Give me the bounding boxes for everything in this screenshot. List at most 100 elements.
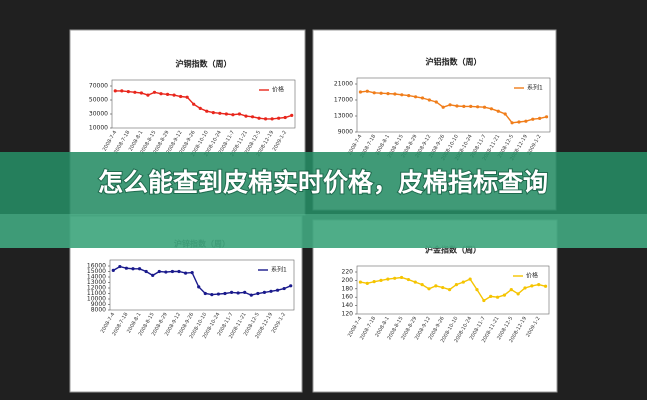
data-point	[399, 275, 404, 280]
data-point	[400, 93, 404, 97]
data-point	[372, 280, 376, 284]
y-tick-label: 16000	[87, 263, 106, 270]
data-point	[165, 92, 170, 96]
series-line	[360, 276, 546, 302]
y-tick-label: 180	[342, 285, 354, 292]
series-line	[112, 265, 291, 296]
data-point	[420, 96, 425, 100]
data-point	[406, 277, 411, 282]
y-tick-label: 13000	[334, 113, 353, 120]
data-point	[124, 266, 129, 270]
data-point	[269, 289, 273, 293]
data-point	[537, 283, 541, 287]
data-point	[179, 94, 183, 99]
data-point	[543, 284, 548, 288]
y-tick-label: 30000	[89, 111, 108, 118]
data-point	[502, 293, 507, 297]
data-point	[192, 102, 196, 106]
data-point	[289, 284, 293, 288]
data-point	[496, 109, 500, 113]
data-point	[413, 95, 418, 99]
data-point	[131, 267, 135, 271]
data-point	[476, 105, 480, 109]
data-point	[157, 269, 161, 274]
data-point	[185, 95, 189, 99]
plot-frame	[111, 79, 296, 129]
data-point	[257, 116, 261, 120]
data-point	[379, 278, 383, 282]
data-point	[172, 93, 176, 97]
data-point	[461, 280, 465, 284]
data-point	[530, 284, 534, 288]
data-point	[524, 119, 528, 123]
data-point	[151, 273, 155, 277]
panel	[312, 219, 558, 393]
legend-label: 价格	[272, 86, 284, 94]
y-tick-label: 9000	[338, 129, 353, 136]
data-point	[237, 112, 242, 116]
data-point	[372, 91, 376, 95]
data-point	[475, 288, 479, 292]
data-point	[133, 90, 137, 94]
data-point	[177, 269, 181, 274]
data-point	[365, 281, 369, 285]
y-tick-label: 21000	[334, 81, 353, 88]
y-tick-label: 14000	[87, 274, 106, 281]
data-point	[441, 285, 445, 290]
data-point	[263, 117, 268, 121]
data-point	[509, 288, 513, 292]
y-tick-label: 17000	[334, 97, 353, 104]
chart-title: 沪铝指数（周）	[426, 57, 482, 67]
data-point	[113, 89, 117, 93]
data-point	[236, 291, 240, 295]
data-point	[379, 91, 383, 95]
legend-label: 价格	[526, 272, 538, 280]
y-tick-label: 13000	[87, 279, 106, 286]
series-line	[115, 90, 292, 120]
data-point	[454, 283, 459, 287]
data-point	[495, 295, 500, 299]
data-point	[544, 115, 549, 119]
data-point	[503, 112, 507, 116]
data-point	[434, 100, 438, 104]
plot-frame	[356, 265, 550, 315]
series-line	[360, 90, 547, 124]
banner	[0, 152, 647, 248]
data-point	[447, 288, 452, 292]
data-point	[249, 293, 253, 297]
data-point	[489, 294, 493, 298]
data-point	[517, 120, 521, 124]
data-point	[448, 103, 452, 107]
data-point	[427, 287, 431, 291]
data-point	[275, 288, 280, 292]
legend-label: 系列1	[527, 84, 543, 92]
data-point	[210, 293, 214, 297]
y-tick-label: 160	[342, 294, 354, 301]
data-point	[427, 98, 431, 102]
data-point	[462, 104, 466, 108]
y-tick-label: 120	[342, 311, 354, 318]
data-point	[482, 298, 486, 303]
data-point	[516, 292, 520, 296]
data-point	[223, 291, 227, 296]
y-tick-label: 200	[342, 277, 354, 284]
y-tick-label: 10000	[89, 125, 108, 132]
data-point	[441, 105, 445, 109]
data-point	[197, 285, 201, 289]
chart-title: 沪铜指数（周）	[176, 59, 232, 69]
data-point	[510, 121, 514, 125]
data-point	[243, 290, 247, 294]
y-tick-label: 140	[342, 302, 354, 309]
data-point	[118, 264, 122, 269]
data-point	[282, 286, 286, 291]
data-point	[455, 104, 459, 108]
data-point	[170, 269, 175, 274]
data-point	[434, 284, 438, 288]
plot-frame	[109, 259, 295, 311]
y-tick-label: 11000	[87, 290, 106, 297]
data-point	[358, 280, 363, 284]
data-point	[523, 286, 527, 290]
y-tick-label: 50000	[89, 97, 108, 104]
data-point	[205, 109, 209, 113]
